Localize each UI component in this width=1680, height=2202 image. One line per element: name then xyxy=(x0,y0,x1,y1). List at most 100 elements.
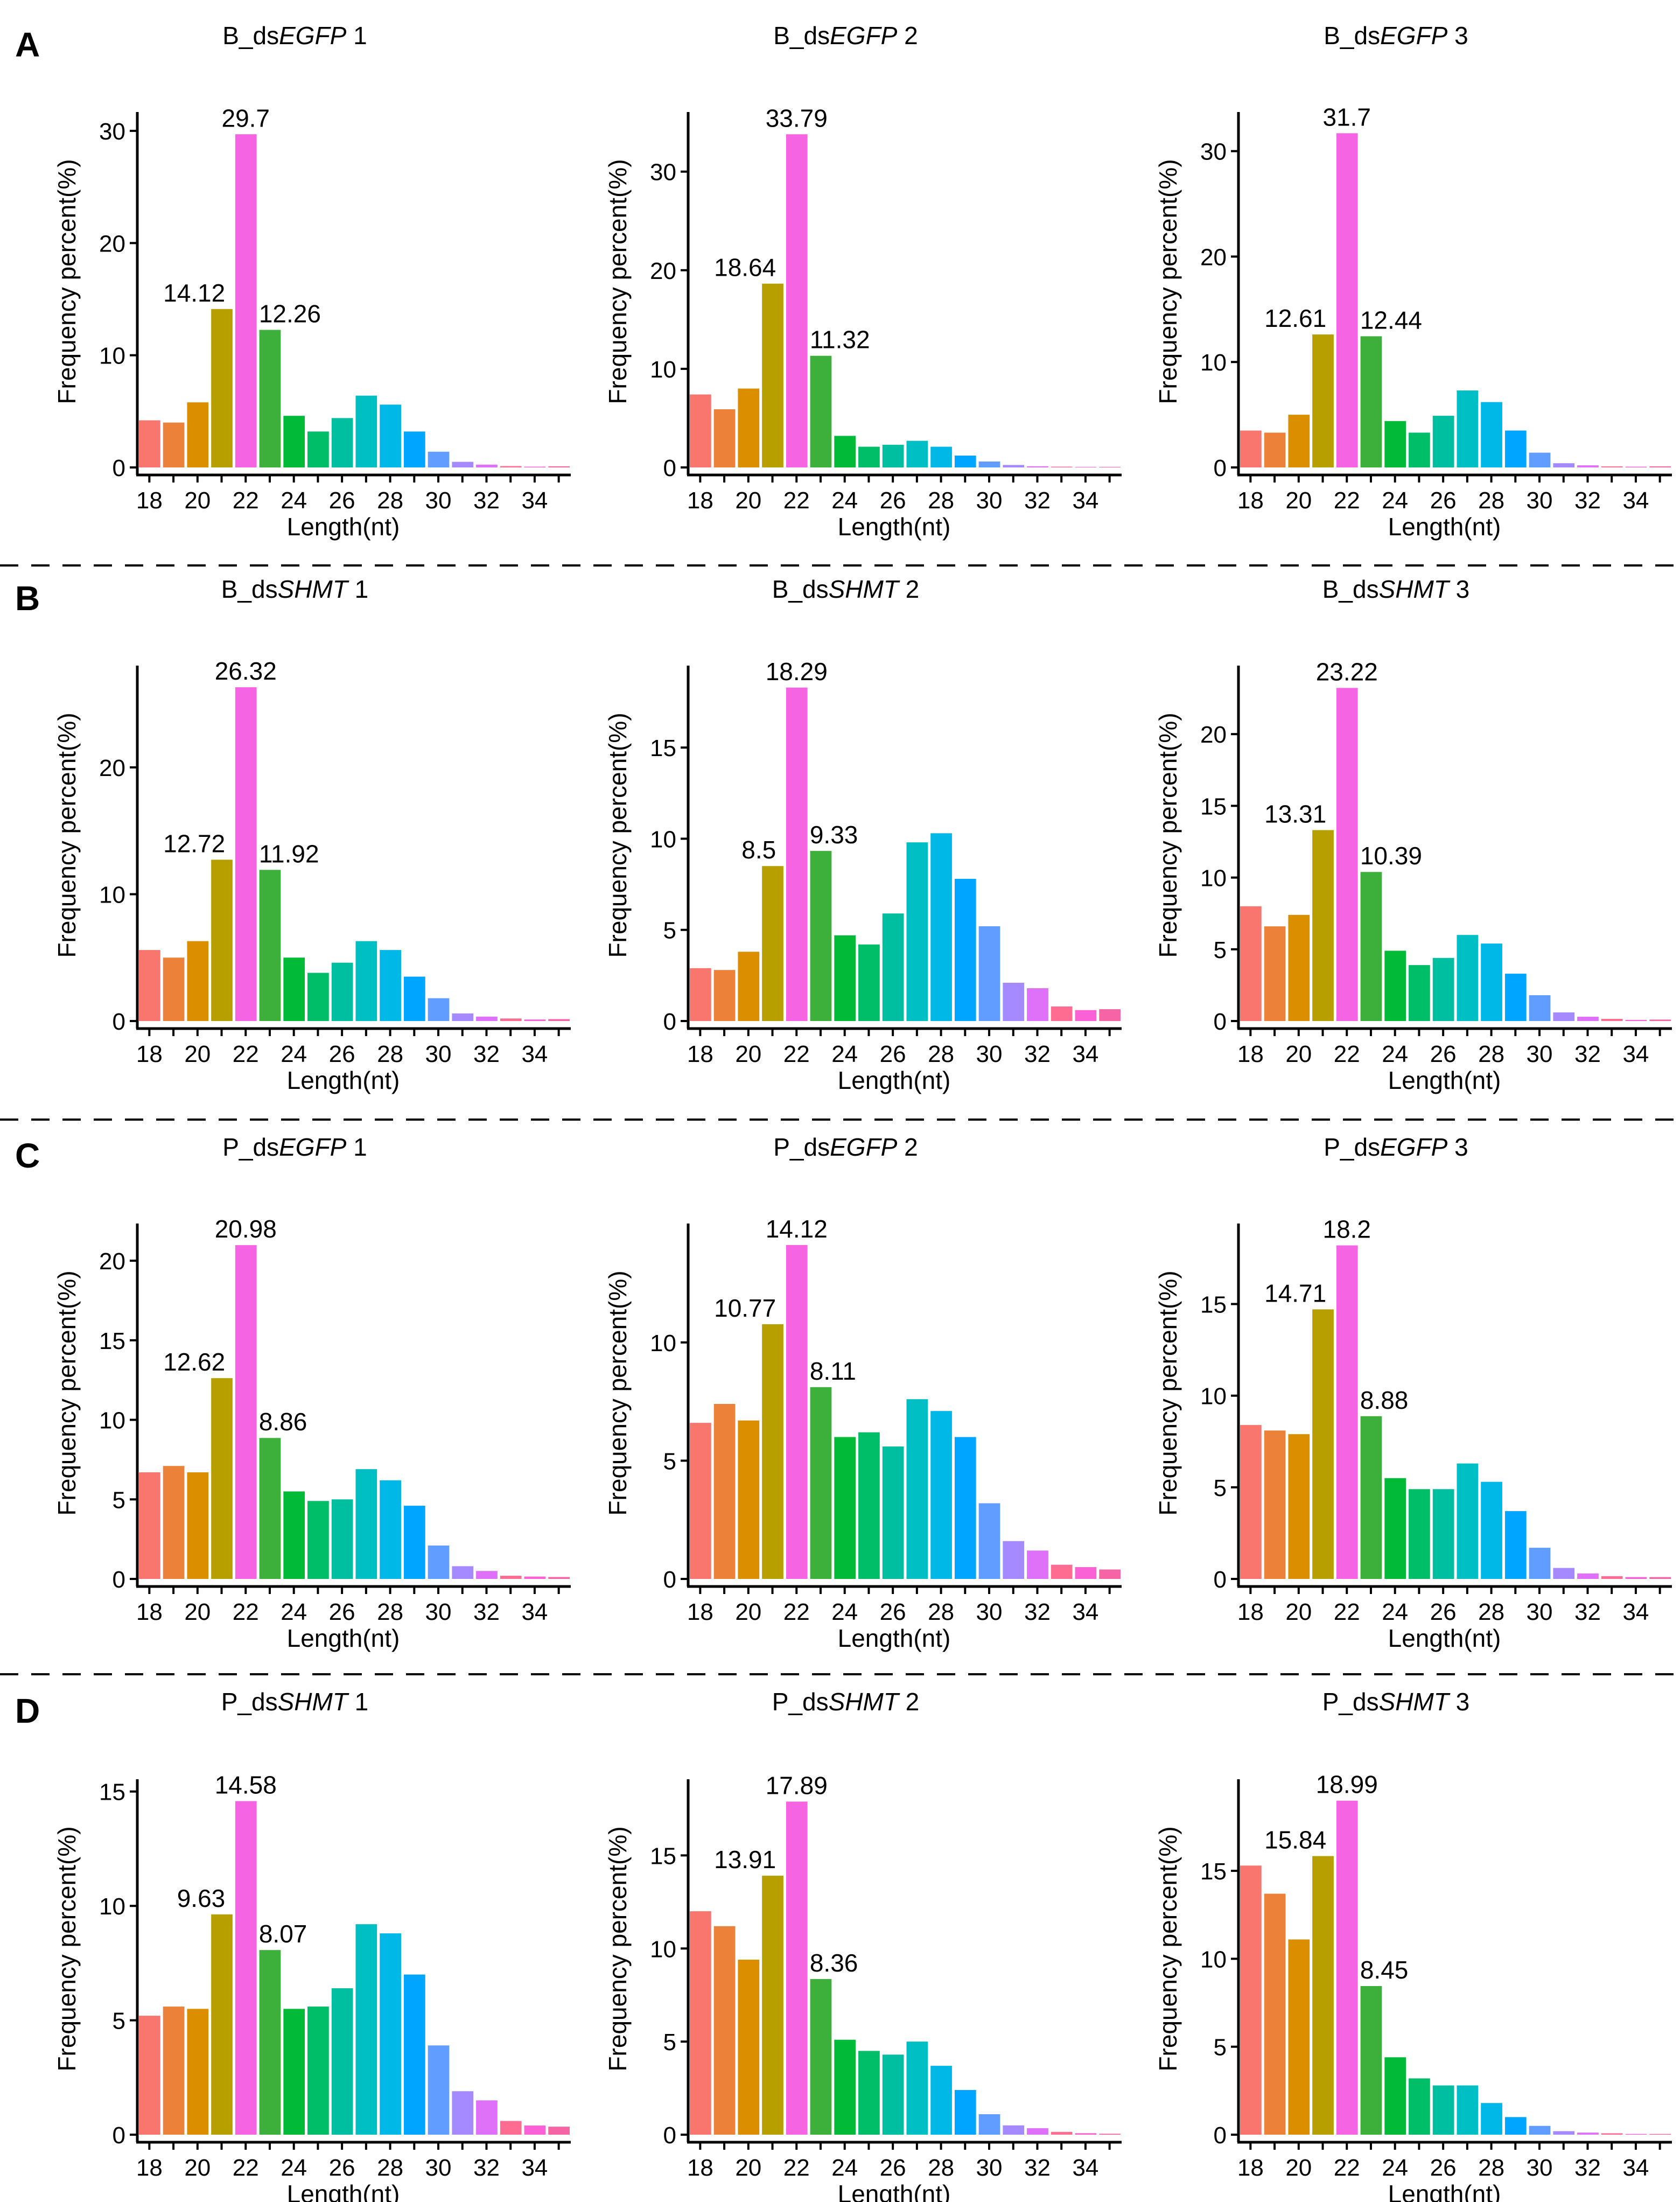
bar xyxy=(331,1499,353,1579)
y-tick-label: 0 xyxy=(1214,1567,1227,1593)
bar xyxy=(1075,1010,1097,1021)
bar xyxy=(476,464,498,467)
x-tick-label: 26 xyxy=(1430,487,1457,514)
y-tick-label: 20 xyxy=(99,1248,125,1275)
y-tick-label: 0 xyxy=(113,2122,125,2149)
bar xyxy=(1003,465,1025,467)
bar xyxy=(1384,950,1406,1021)
x-tick-label: 34 xyxy=(521,2155,548,2181)
chart-title-suffix: 3 xyxy=(1449,575,1469,603)
y-axis-label: Frequency percent(%) xyxy=(53,1270,81,1515)
x-tick-label: 30 xyxy=(976,1041,1003,1067)
bar-value-label: 18.2 xyxy=(1322,1215,1371,1243)
y-tick-label: 10 xyxy=(1200,349,1227,376)
x-tick-label: 24 xyxy=(831,487,858,514)
bar xyxy=(211,309,233,467)
x-tick-label: 20 xyxy=(1285,2155,1312,2181)
x-tick-label: 32 xyxy=(1024,487,1051,514)
chart-panel: P_dsSHMT 2 13.91 17.89 8.36 0 5 10 15 18 20 22 24 26… xyxy=(604,1688,1122,2202)
x-tick-label: 32 xyxy=(1574,1041,1601,1067)
bar xyxy=(548,1577,570,1579)
bar xyxy=(524,2126,546,2135)
bar xyxy=(1553,1012,1575,1021)
bar-value-label: 14.71 xyxy=(1264,1279,1326,1307)
chart-title: P_dsEGFP 2 xyxy=(773,1133,918,1161)
bar xyxy=(1553,1568,1575,1579)
bar xyxy=(548,2127,570,2135)
x-tick-label: 18 xyxy=(136,1599,163,1625)
bar xyxy=(1432,416,1454,467)
bar xyxy=(1601,1019,1623,1021)
chart-title-prefix: P_ds xyxy=(221,1688,278,1716)
x-tick-label: 22 xyxy=(1334,487,1360,514)
x-tick-label: 22 xyxy=(233,1041,259,1067)
y-tick-label: 5 xyxy=(113,1487,125,1513)
bar xyxy=(1360,1986,1382,2135)
x-tick-label: 34 xyxy=(521,487,548,514)
bar xyxy=(690,394,711,467)
y-axis-label: Frequency percent(%) xyxy=(1154,1826,1182,2071)
chart-title-gene: EGFP xyxy=(279,22,347,50)
bar xyxy=(1360,1416,1382,1579)
bar xyxy=(476,1016,498,1021)
bar xyxy=(1288,415,1310,467)
y-tick-label: 20 xyxy=(99,755,125,781)
bar xyxy=(1529,452,1551,467)
y-tick-label: 10 xyxy=(99,1893,125,1920)
bar xyxy=(1481,2103,1502,2135)
x-tick-label: 34 xyxy=(1622,1599,1649,1625)
bar xyxy=(428,998,450,1021)
bar-value-label: 12.26 xyxy=(259,300,321,328)
bar xyxy=(1504,430,1527,467)
chart-title: B_dsSHMT 1 xyxy=(221,575,369,603)
x-axis-label: Length(nt) xyxy=(838,1624,951,1652)
bar xyxy=(1264,1893,1286,2135)
bar xyxy=(355,1924,377,2135)
x-tick-label: 30 xyxy=(1527,1599,1553,1625)
bar xyxy=(139,2016,160,2135)
bar xyxy=(500,1018,522,1021)
x-tick-label: 26 xyxy=(1430,1599,1457,1625)
bar xyxy=(1384,421,1406,467)
bar xyxy=(1312,1309,1334,1579)
chart-title-gene: SHMT xyxy=(1379,1688,1451,1716)
x-tick-label: 24 xyxy=(831,2155,858,2181)
x-tick-label: 30 xyxy=(425,1041,452,1067)
bar xyxy=(1099,1569,1121,1579)
x-tick-label: 34 xyxy=(1072,1041,1098,1067)
x-tick-label: 22 xyxy=(783,1599,810,1625)
bar xyxy=(1432,957,1454,1021)
bar xyxy=(1027,1550,1048,1579)
bar xyxy=(1312,1856,1334,2135)
bar xyxy=(906,441,928,467)
bar xyxy=(428,451,450,467)
bar xyxy=(906,2042,928,2135)
x-tick-label: 28 xyxy=(928,2155,954,2181)
x-tick-label: 34 xyxy=(521,1041,548,1067)
x-tick-label: 20 xyxy=(1285,1599,1312,1625)
y-axis-label: Frequency percent(%) xyxy=(1154,712,1182,957)
bar xyxy=(403,431,425,467)
bar xyxy=(452,2091,474,2135)
x-tick-label: 28 xyxy=(377,2155,403,2181)
chart-title-gene: SHMT xyxy=(829,1688,900,1716)
bar xyxy=(762,283,783,467)
x-tick-label: 22 xyxy=(233,1599,259,1625)
bar xyxy=(259,1438,281,1579)
bar xyxy=(1409,432,1430,467)
bar xyxy=(1577,465,1599,467)
x-tick-label: 18 xyxy=(687,2155,713,2181)
bar xyxy=(500,2121,522,2135)
bar xyxy=(380,404,401,467)
y-tick-label: 30 xyxy=(99,118,125,145)
bar xyxy=(380,1933,401,2135)
x-tick-label: 26 xyxy=(880,1599,906,1625)
bar-value-label: 17.89 xyxy=(766,1771,828,1799)
bar xyxy=(1312,334,1334,467)
bar xyxy=(235,687,257,1021)
bar xyxy=(1336,1245,1358,1579)
x-tick-label: 30 xyxy=(1527,2155,1553,2181)
chart-title-prefix: B_ds xyxy=(1324,22,1380,50)
x-tick-label: 28 xyxy=(1478,1599,1504,1625)
bar-value-label: 18.64 xyxy=(714,254,776,282)
